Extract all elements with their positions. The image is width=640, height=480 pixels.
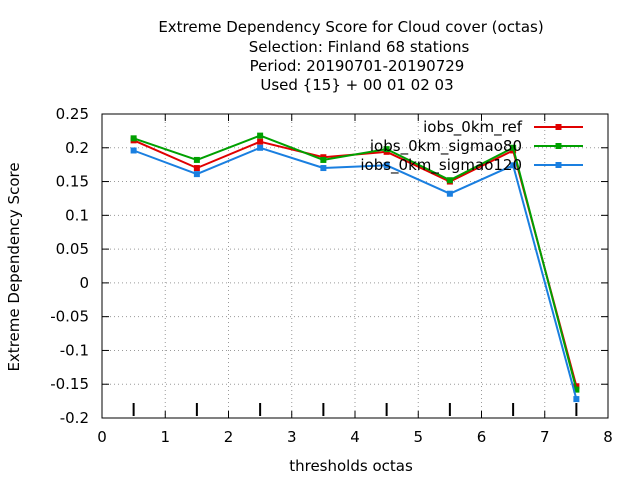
data-point (573, 386, 580, 393)
x-tick-label: 4 (350, 428, 360, 446)
data-series (130, 132, 580, 403)
x-tick-label: 6 (477, 428, 487, 446)
data-point (383, 146, 390, 153)
legend-label: iobs_0km_ref (423, 118, 523, 137)
y-tick-label: 0 (79, 274, 89, 292)
legend: iobs_0km_refiobs_0km_sigmao80iobs_0km_si… (360, 118, 583, 175)
y-axis-label: Extreme Dependency Score (5, 162, 23, 371)
data-point (383, 162, 390, 169)
x-tick-label: 2 (224, 428, 234, 446)
y-tick-label: 0.15 (56, 173, 89, 191)
data-point (446, 190, 453, 197)
data-point (446, 177, 453, 184)
data-point (510, 162, 517, 169)
data-point (320, 165, 327, 172)
data-point (193, 171, 200, 178)
x-tick-label: 1 (160, 428, 170, 446)
data-point (573, 396, 580, 403)
plot-frame (101, 113, 609, 419)
data-point (257, 138, 264, 145)
title-line-3: Period: 20190701-20190729 (250, 57, 465, 75)
series-iobs_0km_sigmao120 (130, 144, 580, 403)
title-line-4: Used {15} + 00 01 02 03 (260, 76, 453, 94)
y-tick-label: 0.1 (65, 206, 89, 224)
y-tick-label: -0.1 (60, 341, 89, 359)
title-line-1: Extreme Dependency Score for Cloud cover… (158, 18, 543, 36)
legend-label: iobs_0km_sigmao80 (370, 137, 522, 156)
y-tick-label: 0.2 (65, 139, 89, 157)
x-axis-ticks: 0 1 2 3 4 5 6 7 8 (97, 114, 613, 446)
series-iobs_0km_sigmao80 (130, 132, 580, 393)
data-point (130, 135, 137, 142)
legend-swatch-marker (555, 162, 562, 168)
y-tick-label: -0.2 (60, 409, 89, 427)
legend-swatch-marker (555, 124, 562, 130)
gridlines (102, 114, 608, 418)
y-tick-label: 0.25 (56, 105, 89, 123)
x-tick-label: 5 (413, 428, 423, 446)
x-tick-label: 0 (97, 428, 107, 446)
legend-label: iobs_0km_sigmao120 (360, 156, 522, 175)
data-point (193, 165, 200, 172)
data-point (257, 144, 264, 151)
title-line-2: Selection: Finland 68 stations (249, 38, 470, 56)
y-tick-label: -0.05 (50, 308, 89, 326)
data-point (320, 156, 327, 163)
x-axis-label: thresholds octas (289, 457, 413, 475)
y-tick-label: 0.05 (56, 240, 89, 258)
x-tick-label: 3 (287, 428, 297, 446)
data-point (510, 144, 517, 151)
x-tick-label: 8 (603, 428, 613, 446)
series-line (133, 139, 578, 387)
series-line (133, 146, 578, 400)
data-point (257, 132, 264, 139)
chart-title: Extreme Dependency Score for Cloud cover… (158, 18, 543, 94)
data-point (130, 147, 137, 154)
series-line (133, 134, 578, 390)
x-tick-label: 7 (540, 428, 550, 446)
data-point (193, 156, 200, 163)
y-tick-label: -0.15 (50, 375, 89, 393)
y-axis-ticks: 0.25 0.2 0.15 0.1 0.05 0 -0.05 -0.1 -0.15 -0.2 (50, 105, 608, 427)
legend-swatch-marker (555, 143, 562, 149)
